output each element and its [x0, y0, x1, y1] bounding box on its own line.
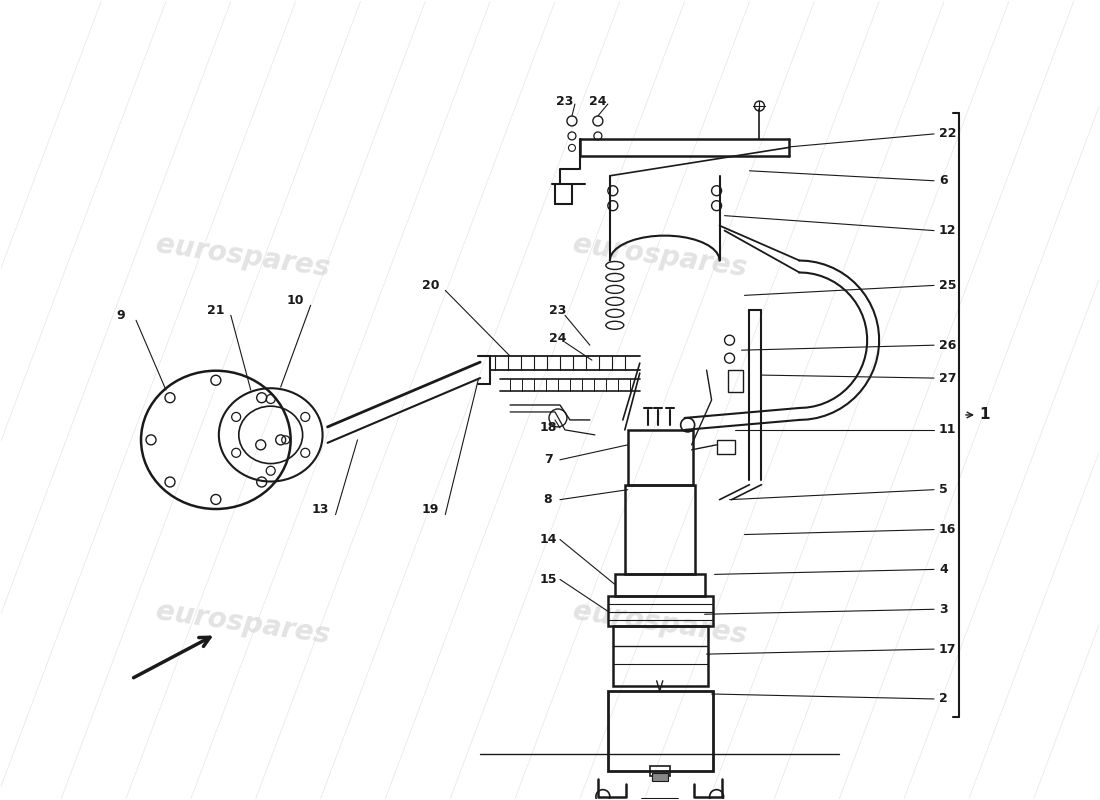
Text: 22: 22: [939, 127, 957, 141]
Bar: [625, 485, 694, 574]
Text: eurospares: eurospares: [154, 597, 331, 650]
Bar: [608, 691, 713, 770]
Text: 5: 5: [939, 483, 948, 496]
Text: 23: 23: [557, 94, 573, 107]
Text: 20: 20: [421, 279, 439, 292]
Text: eurospares: eurospares: [571, 230, 749, 282]
Text: 4: 4: [939, 563, 948, 576]
Text: 21: 21: [207, 304, 224, 317]
Text: 8: 8: [543, 493, 552, 506]
Text: 14: 14: [539, 533, 557, 546]
Bar: [628, 430, 693, 485]
Text: 25: 25: [939, 279, 957, 292]
Text: 26: 26: [939, 338, 956, 352]
Text: 23: 23: [549, 304, 566, 317]
Text: 1: 1: [979, 407, 989, 422]
Text: 18: 18: [539, 422, 557, 434]
Text: 16: 16: [939, 523, 956, 536]
Text: 7: 7: [543, 454, 552, 466]
Bar: [716, 440, 735, 454]
Text: 27: 27: [939, 371, 957, 385]
Text: eurospares: eurospares: [571, 597, 749, 650]
Bar: [613, 626, 707, 686]
Text: 17: 17: [939, 642, 957, 656]
Text: 11: 11: [939, 423, 957, 436]
Text: 19: 19: [421, 503, 439, 516]
Bar: [650, 766, 670, 776]
Bar: [608, 596, 713, 626]
Text: 15: 15: [539, 573, 557, 586]
Bar: [727, 370, 742, 392]
Text: 9: 9: [117, 309, 125, 322]
Text: 24: 24: [549, 332, 566, 345]
Bar: [651, 773, 668, 781]
Text: 3: 3: [939, 602, 947, 616]
Text: 6: 6: [939, 174, 947, 187]
Text: 13: 13: [312, 503, 329, 516]
Text: 12: 12: [939, 224, 957, 237]
Text: 2: 2: [939, 693, 948, 706]
Text: 24: 24: [590, 94, 606, 107]
Text: eurospares: eurospares: [154, 230, 331, 282]
Text: 10: 10: [287, 294, 305, 307]
Bar: [615, 574, 705, 596]
